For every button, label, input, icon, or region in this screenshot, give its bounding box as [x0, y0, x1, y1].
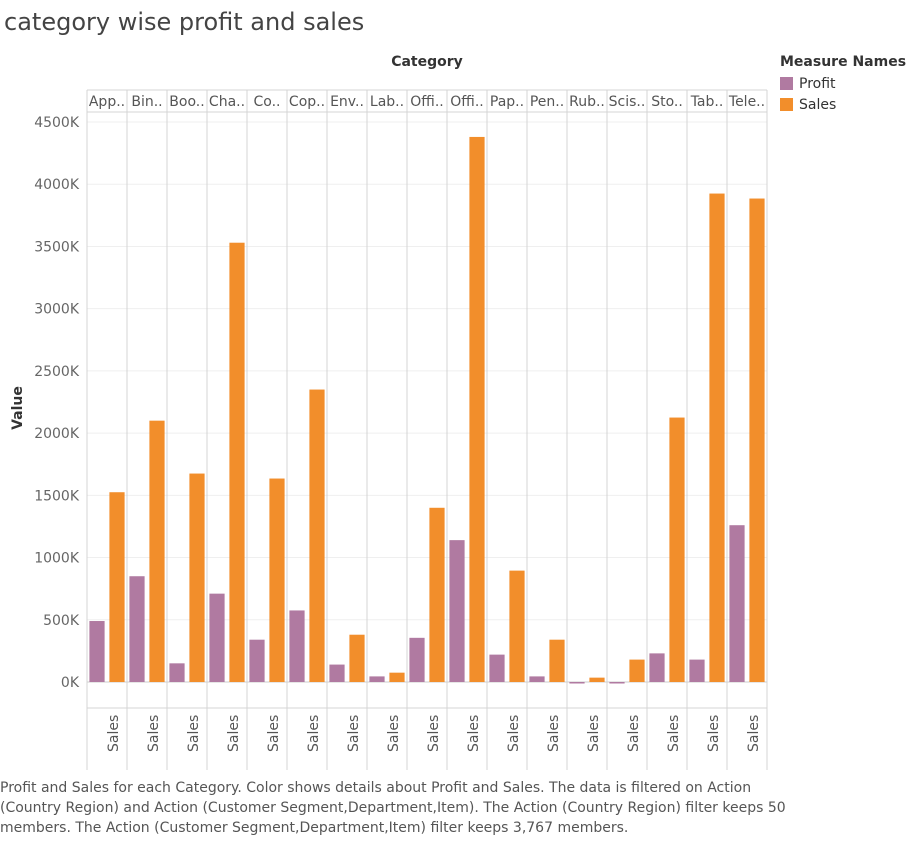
bar-profit [689, 659, 705, 682]
bottom-axis-label: Sales [706, 715, 722, 752]
bottom-axis-label: Sales [226, 715, 242, 752]
bar-profit [449, 540, 465, 682]
chart-title: category wise profit and sales [4, 8, 365, 36]
column-header-label: App.. [89, 94, 125, 110]
bottom-axis-label: Sales [146, 715, 162, 752]
bar-sales [589, 677, 605, 682]
bottom-axis-label: Sales [106, 715, 122, 752]
bottom-axis-label: Sales [506, 715, 522, 752]
y-axis-title: Value [10, 386, 26, 430]
bar-sales [349, 634, 365, 682]
bar-sales [669, 417, 685, 682]
column-header-label: Scis.. [609, 94, 646, 110]
bottom-axis-label: Sales [386, 715, 402, 752]
y-tick-label: 2000K [34, 426, 80, 442]
column-header-label: Sto.. [651, 94, 683, 110]
bar-sales [269, 478, 285, 682]
bottom-axis-label: Sales [306, 715, 322, 752]
chart-caption: Profit and Sales for each Category. Colo… [0, 780, 786, 836]
bar-profit [729, 525, 745, 682]
bar-sales [189, 473, 205, 682]
column-header-label: Offi.. [410, 94, 443, 110]
y-tick-label: 0K [61, 675, 80, 691]
bottom-axis-label: Sales [586, 715, 602, 752]
bottom-axis-label: Sales [746, 715, 762, 752]
y-tick-label: 1000K [34, 551, 80, 567]
bottom-axis-label: Sales [666, 715, 682, 752]
column-header-label: Cop.. [289, 94, 325, 110]
bar-sales [109, 492, 125, 682]
legend-swatch-profit [780, 77, 793, 90]
legend-swatch-sales [780, 98, 793, 111]
y-tick-label: 500K [43, 613, 80, 629]
bar-profit [329, 664, 345, 682]
bar-sales [149, 420, 165, 682]
y-tick-label: 4000K [34, 177, 80, 193]
y-tick-label: 3000K [34, 302, 80, 318]
bottom-axis-label: Sales [466, 715, 482, 752]
bottom-axis-label: Sales [626, 715, 642, 752]
grid-layer [87, 121, 767, 683]
bar-profit [169, 663, 185, 682]
bar-profit [369, 676, 385, 682]
bar-sales [629, 659, 645, 682]
column-header-label: Env.. [330, 94, 364, 110]
bar-profit [489, 654, 505, 682]
bars [89, 136, 765, 684]
column-headers: App.. Bin.. Boo.. Cha.. Co.. Cop.. Env.. Lab.. O… [86, 89, 767, 709]
bar-sales [389, 672, 405, 682]
bar-sales [509, 570, 525, 682]
bar-sales [469, 136, 485, 682]
y-tick-label: 3500K [34, 239, 80, 255]
column-header-label: Lab.. [370, 94, 404, 110]
y-tick-label: 1500K [34, 488, 80, 504]
column-header-title: Category [391, 54, 463, 70]
bar-profit [89, 621, 105, 682]
bar-profit [249, 639, 265, 682]
legend-label-profit: Profit [799, 75, 836, 92]
bar-profit [209, 593, 225, 682]
bar-sales [709, 193, 725, 683]
column-header-label: Pap.. [490, 94, 524, 110]
y-tick-label: 2500K [34, 364, 80, 380]
column-header-label: Pen.. [530, 94, 564, 110]
bar-sales [429, 507, 445, 682]
column-header-label: Rub.. [569, 94, 605, 110]
bar-profit [409, 637, 425, 682]
bar-sales [749, 198, 765, 683]
bottom-axis-label: Sales [546, 715, 562, 752]
bottom-labels: Sales Sales Sales Sales Sales Sales Sales Sales… [106, 715, 762, 752]
column-dividers [86, 90, 768, 770]
legend-title: Measure Names [780, 54, 907, 70]
bar-profit [129, 576, 145, 682]
bar-profit [609, 682, 625, 684]
bottom-axis-label: Sales [266, 715, 282, 752]
column-header-label: Boo.. [169, 94, 204, 110]
column-header-label: Co.. [254, 94, 281, 110]
column-header-label: Bin.. [131, 94, 162, 110]
bottom-axis-label: Sales [186, 715, 202, 752]
chart-area: Category Value App.. Bin.. Boo.. Cha.. Co.. C… [10, 54, 768, 770]
column-header-label: Tele.. [728, 94, 765, 110]
bar-sales [309, 389, 325, 682]
bar-profit [649, 653, 665, 682]
bar-profit [289, 610, 305, 682]
column-header-label: Offi.. [450, 94, 483, 110]
y-axis: 0K 500K 1000K 1500K 2000K 2500K 3000K 3500K 4000… [34, 115, 80, 691]
column-header-label: Cha.. [209, 94, 245, 110]
legend-item-sales[interactable]: Sales [780, 94, 906, 115]
column-header-label: Tab.. [690, 94, 724, 110]
bottom-axis-label: Sales [426, 715, 442, 752]
legend: Measure Names Profit Sales [780, 54, 906, 115]
bar-sales [229, 242, 245, 682]
bar-profit [569, 682, 585, 684]
legend-label-sales: Sales [799, 96, 837, 113]
bar-profit [529, 676, 545, 682]
y-tick-label: 4500K [34, 115, 80, 131]
bar-sales [549, 639, 565, 682]
legend-item-profit[interactable]: Profit [780, 73, 906, 94]
bottom-axis-label: Sales [346, 715, 362, 752]
